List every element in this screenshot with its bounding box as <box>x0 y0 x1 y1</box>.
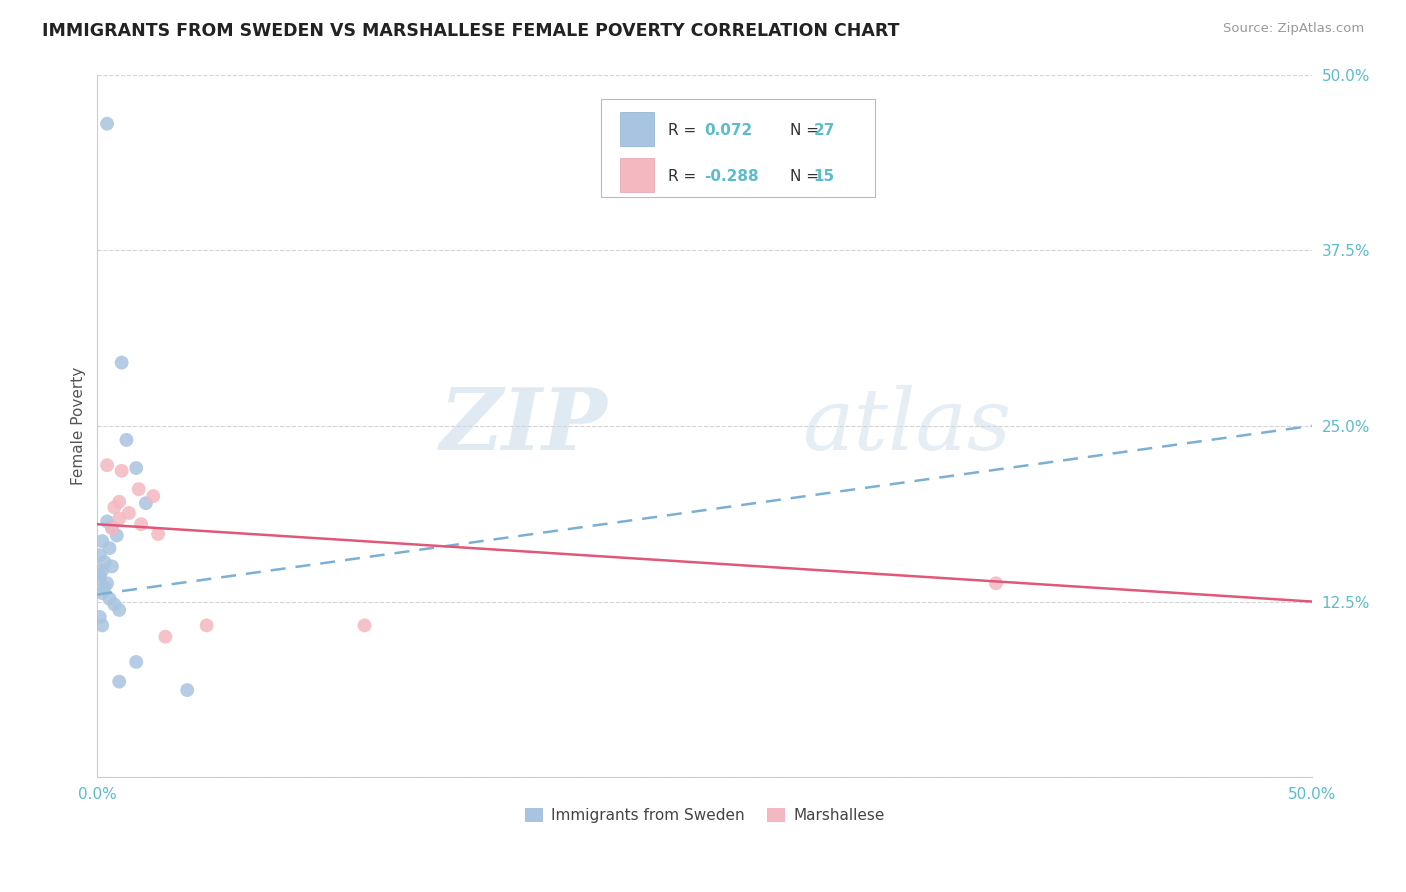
Point <box>98 541 121 555</box>
Point <box>89 548 111 562</box>
Point <box>125 655 148 669</box>
FancyBboxPatch shape <box>620 158 654 192</box>
Text: 15: 15 <box>814 169 835 184</box>
Point <box>135 496 157 510</box>
Point <box>91 618 114 632</box>
Point <box>91 534 114 549</box>
Text: IMMIGRANTS FROM SWEDEN VS MARSHALLESE FEMALE POVERTY CORRELATION CHART: IMMIGRANTS FROM SWEDEN VS MARSHALLESE FE… <box>42 22 900 40</box>
Point <box>155 630 177 644</box>
Point <box>91 586 114 600</box>
Point <box>125 461 148 475</box>
Point <box>93 581 115 595</box>
Text: N =: N = <box>790 123 824 138</box>
Text: R =: R = <box>668 169 702 184</box>
FancyBboxPatch shape <box>602 99 875 197</box>
Point <box>142 489 165 503</box>
Y-axis label: Female Poverty: Female Poverty <box>72 367 86 485</box>
Point <box>96 458 118 473</box>
Point <box>108 603 131 617</box>
Point <box>89 610 111 624</box>
FancyBboxPatch shape <box>620 112 654 146</box>
Point <box>105 528 128 542</box>
Point <box>111 464 134 478</box>
Point <box>108 511 131 525</box>
Text: ZIP: ZIP <box>440 384 607 467</box>
Point <box>108 494 131 508</box>
Point <box>89 572 111 586</box>
Text: N =: N = <box>790 169 824 184</box>
Text: R =: R = <box>668 123 702 138</box>
Point <box>353 618 375 632</box>
Point <box>93 555 115 569</box>
Point <box>101 520 124 534</box>
Point <box>91 564 114 578</box>
Text: 0.072: 0.072 <box>704 123 752 138</box>
Point <box>108 674 131 689</box>
Point <box>96 515 118 529</box>
Text: -0.288: -0.288 <box>704 169 759 184</box>
Text: 27: 27 <box>814 123 835 138</box>
Point <box>89 567 111 582</box>
Point <box>984 576 1007 591</box>
Point <box>176 683 198 698</box>
Point <box>101 559 124 574</box>
Point <box>118 506 141 520</box>
Point <box>111 356 134 370</box>
Point <box>103 500 125 515</box>
Point <box>128 482 150 496</box>
Point <box>129 517 152 532</box>
Point <box>115 433 138 447</box>
Point <box>195 618 218 632</box>
Text: atlas: atlas <box>801 384 1011 467</box>
Text: Source: ZipAtlas.com: Source: ZipAtlas.com <box>1223 22 1364 36</box>
Point <box>98 591 121 606</box>
Point <box>146 527 169 541</box>
Point <box>96 117 118 131</box>
Point <box>96 576 118 591</box>
Point <box>101 521 124 535</box>
Legend: Immigrants from Sweden, Marshallese: Immigrants from Sweden, Marshallese <box>519 802 890 830</box>
Point <box>103 598 125 612</box>
